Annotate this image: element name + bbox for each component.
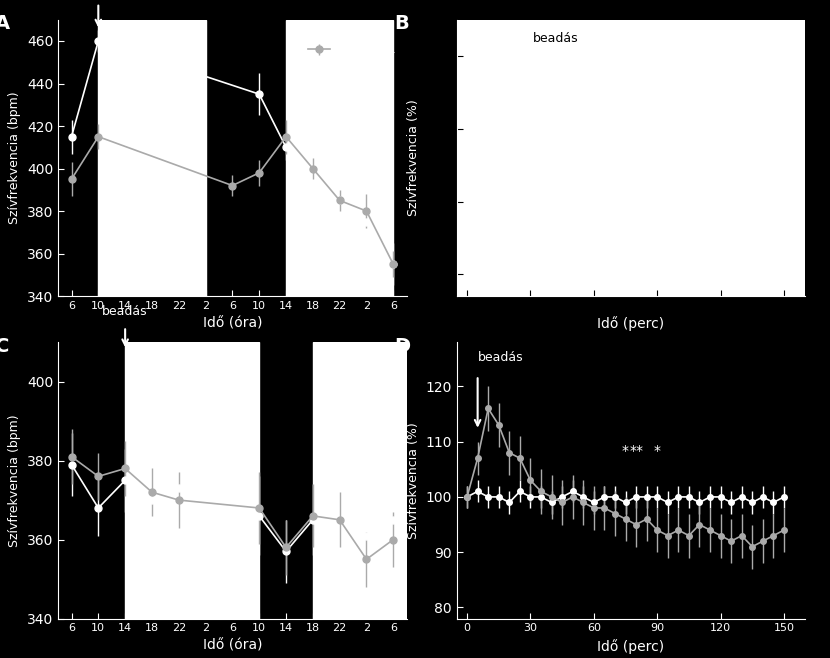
- Text: D: D: [393, 337, 410, 355]
- Text: *: *: [622, 444, 629, 458]
- Y-axis label: Szívfrekvencia (bpm): Szívfrekvencia (bpm): [8, 91, 22, 224]
- Bar: [313, 342, 420, 619]
- Y-axis label: Szívfrekvencia (%): Szívfrekvencia (%): [407, 422, 420, 539]
- Text: beadás: beadás: [477, 351, 523, 365]
- X-axis label: Idő (óra): Idő (óra): [203, 316, 262, 330]
- Text: A: A: [0, 14, 11, 33]
- Y-axis label: Szívfrekvencia (bpm): Szívfrekvencia (bpm): [8, 414, 22, 547]
- Text: **: **: [629, 444, 643, 458]
- Text: C: C: [0, 337, 10, 355]
- Legend: Kontroll, Nesfatin-1: Kontroll, Nesfatin-1: [304, 25, 401, 60]
- Text: beadás: beadás: [533, 32, 579, 45]
- Text: B: B: [393, 14, 408, 33]
- Bar: [286, 20, 393, 296]
- Bar: [98, 20, 206, 296]
- Y-axis label: Szívfrekvencia (%): Szívfrekvencia (%): [407, 99, 420, 216]
- X-axis label: Idő (perc): Idő (perc): [598, 639, 664, 654]
- Text: *: *: [654, 444, 661, 458]
- Text: beadás: beadás: [102, 305, 148, 318]
- Bar: [125, 342, 259, 619]
- X-axis label: Idő (perc): Idő (perc): [598, 316, 664, 332]
- X-axis label: Idő (óra): Idő (óra): [203, 639, 262, 653]
